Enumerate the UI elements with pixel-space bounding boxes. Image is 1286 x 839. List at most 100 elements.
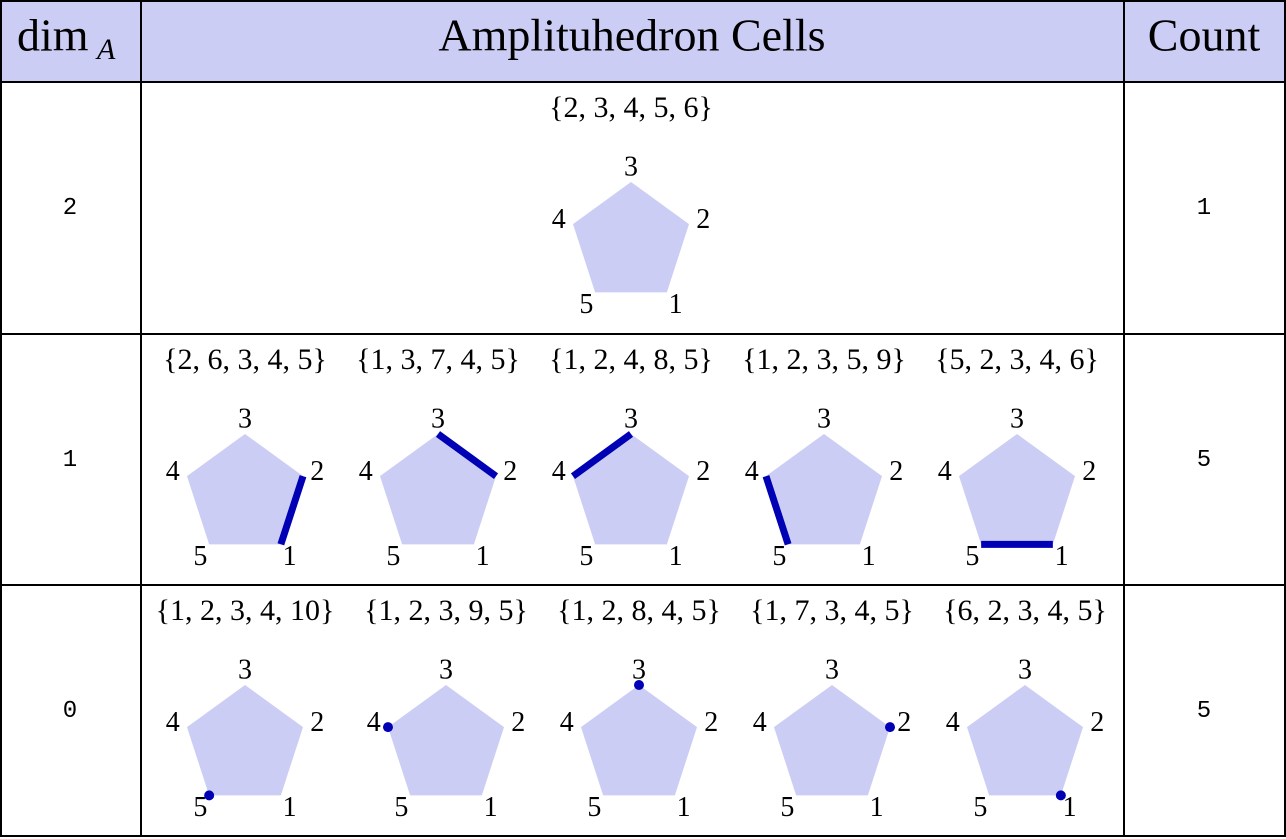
cell-label: {1, 2, 3, 9, 5} — [364, 594, 528, 627]
vertex-label: 3 — [238, 403, 252, 434]
vertex-label: 2 — [511, 707, 525, 738]
vertex-label: 3 — [825, 654, 839, 685]
pentagon — [379, 434, 497, 545]
vertex-label: 4 — [552, 204, 566, 235]
highlighted-edge — [570, 431, 634, 479]
vertex-label: 4 — [946, 707, 960, 738]
pentagon — [958, 434, 1076, 545]
header-dim: dim — [17, 10, 89, 61]
header-background — [1, 1, 1285, 82]
vertex-label: 5 — [193, 541, 207, 572]
pentagon — [186, 434, 304, 545]
vertex-label: 5 — [772, 541, 786, 572]
cell-label: {2, 6, 3, 4, 5} — [163, 343, 327, 376]
vertex-label: 2 — [696, 204, 710, 235]
vertex-label: 3 — [431, 403, 445, 434]
vertex-label: 3 — [624, 403, 638, 434]
vertex-label: 4 — [367, 707, 381, 738]
vertex-label: 3 — [439, 654, 453, 685]
vertex-label: 4 — [938, 456, 952, 487]
pentagon — [966, 685, 1084, 796]
pentagon — [572, 182, 690, 293]
highlighted-vertex — [885, 722, 896, 733]
vertex-label: 1 — [862, 541, 876, 572]
highlighted-vertex — [204, 790, 215, 801]
highlighted-vertex — [1055, 790, 1066, 801]
vertex-label: 2 — [310, 707, 324, 738]
vertex-label: 3 — [238, 654, 252, 685]
cell-label: {5, 2, 3, 4, 6} — [935, 343, 1099, 376]
vertex-label: 2 — [1090, 707, 1104, 738]
vertex-label: 1 — [1063, 792, 1077, 823]
vertex-label: 5 — [780, 792, 794, 823]
vertex-label: 1 — [1055, 541, 1069, 572]
vertex-label: 1 — [283, 792, 297, 823]
vertex-label: 5 — [579, 289, 593, 320]
vertex-label: 4 — [552, 456, 566, 487]
vertex-label: 4 — [359, 456, 373, 487]
pentagon — [773, 685, 891, 796]
row-dim: 1 — [63, 447, 77, 474]
row-dim: 0 — [63, 698, 77, 725]
header-dim-subscript: A — [95, 33, 116, 66]
cell-label: {2, 3, 4, 5, 6} — [549, 91, 713, 124]
header-cells: Amplituhedron Cells — [438, 10, 825, 61]
vertex-label: 1 — [669, 289, 683, 320]
row-count: 5 — [1197, 447, 1211, 474]
cell-label: {1, 2, 3, 4, 10} — [156, 594, 335, 627]
vertex-label: 2 — [889, 456, 903, 487]
vertex-label: 5 — [193, 792, 207, 823]
vertex-label: 1 — [677, 792, 691, 823]
cell-label: {6, 2, 3, 4, 5} — [943, 594, 1107, 627]
cell-label: {1, 7, 3, 4, 5} — [750, 594, 914, 627]
vertex-label: 4 — [745, 456, 759, 487]
vertex-label: 4 — [753, 707, 767, 738]
header-count: Count — [1148, 10, 1261, 61]
vertex-label: 2 — [503, 456, 517, 487]
row-dim: 2 — [63, 195, 77, 222]
highlighted-vertex — [634, 680, 644, 690]
vertex-label: 1 — [870, 792, 884, 823]
row-count: 1 — [1197, 195, 1211, 222]
pentagon — [572, 434, 690, 545]
vertex-label: 4 — [560, 707, 574, 738]
vertex-label: 2 — [704, 707, 718, 738]
cell-label: {1, 2, 8, 4, 5} — [557, 594, 721, 627]
vertex-label: 1 — [669, 541, 683, 572]
vertex-label: 5 — [394, 792, 408, 823]
highlighted-vertex — [382, 722, 393, 733]
vertex-label: 2 — [696, 456, 710, 487]
vertex-label: 2 — [310, 456, 324, 487]
vertex-label: 5 — [579, 541, 593, 572]
vertex-label: 1 — [283, 541, 297, 572]
vertex-label: 5 — [973, 792, 987, 823]
vertex-label: 3 — [632, 654, 646, 685]
vertex-label: 3 — [1018, 654, 1032, 685]
vertex-label: 4 — [166, 707, 180, 738]
pentagon — [186, 685, 304, 796]
pentagon — [580, 685, 698, 796]
cell-label: {1, 2, 4, 8, 5} — [549, 343, 713, 376]
pentagon — [387, 685, 505, 796]
vertex-label: 3 — [1010, 403, 1024, 434]
vertex-label: 1 — [484, 792, 498, 823]
vertex-label: 5 — [386, 541, 400, 572]
vertex-label: 5 — [965, 541, 979, 572]
vertex-label: 2 — [897, 707, 911, 738]
vertex-label: 4 — [166, 456, 180, 487]
vertex-label: 5 — [587, 792, 601, 823]
highlighted-edge — [762, 475, 792, 546]
vertex-label: 3 — [817, 403, 831, 434]
highlighted-edge — [277, 475, 307, 546]
vertex-label: 1 — [476, 541, 490, 572]
highlighted-edge — [435, 431, 499, 479]
row-count: 5 — [1197, 698, 1211, 725]
cell-label: {1, 3, 7, 4, 5} — [356, 343, 520, 376]
pentagon — [765, 434, 883, 545]
cell-label: {1, 2, 3, 5, 9} — [742, 343, 906, 376]
vertex-label: 3 — [624, 151, 638, 182]
